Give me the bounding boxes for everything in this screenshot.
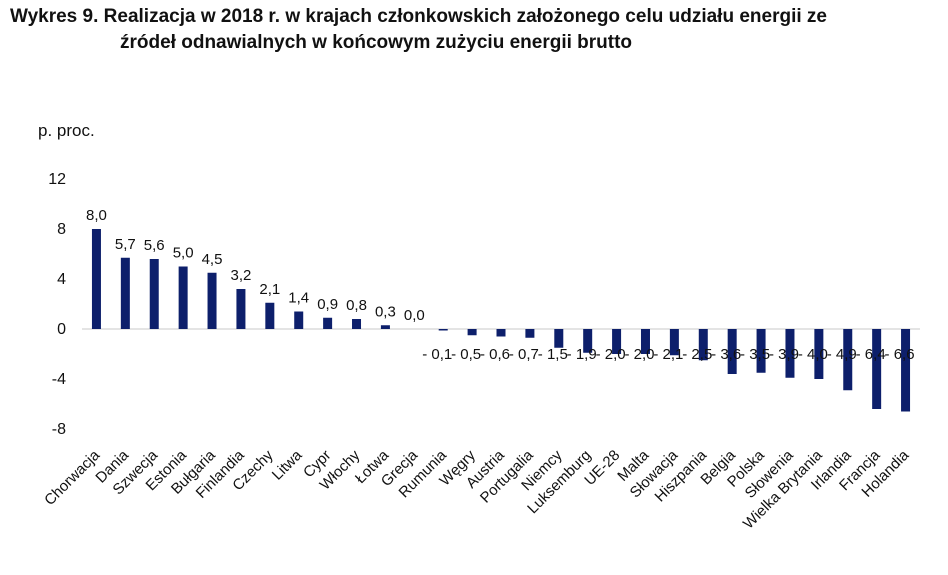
chart-title: Wykres 9. Realizacja w 2018 r. w krajach… xyxy=(10,4,940,56)
data-label: 0,3 xyxy=(375,303,396,320)
data-label: 4,5 xyxy=(202,251,223,268)
bar-15 xyxy=(525,329,535,338)
bar-2 xyxy=(149,259,159,329)
data-label: - 3,5 xyxy=(740,346,770,363)
category-label: Litwa xyxy=(269,446,306,483)
bar-27 xyxy=(872,329,882,409)
bars xyxy=(91,229,911,412)
data-label: - 2,0 xyxy=(624,346,654,363)
data-label: - 4,0 xyxy=(798,346,828,363)
data-label: - 1,5 xyxy=(538,346,568,363)
bar-7 xyxy=(294,311,304,329)
bar-16 xyxy=(554,329,564,348)
data-label: 0,9 xyxy=(317,296,338,313)
data-label: - 6,4 xyxy=(856,346,886,363)
bar-28 xyxy=(901,329,911,412)
data-label: 5,6 xyxy=(144,237,165,254)
data-label: - 0,6 xyxy=(480,346,510,363)
bar-9 xyxy=(352,319,362,329)
data-label: 2,1 xyxy=(259,281,280,298)
y-tick-label: 4 xyxy=(57,271,66,288)
bar-10 xyxy=(380,325,390,329)
data-label: 0,8 xyxy=(346,297,367,314)
data-label: - 2,1 xyxy=(653,346,683,363)
bar-18 xyxy=(612,329,622,354)
chart-title-line-1: Wykres 9. Realizacja w 2018 r. w krajach… xyxy=(10,6,827,27)
data-labels: 8,0 5,7 5,6 5,0 4,5 3,2 2,1 1,4 0,9 0,8 0,3 0,0 - 0,… xyxy=(86,207,915,363)
bar-23 xyxy=(756,329,766,373)
bar-26 xyxy=(843,329,853,391)
bar-24 xyxy=(785,329,795,378)
y-tick-label: 12 xyxy=(48,171,66,188)
bar-0 xyxy=(91,229,101,329)
data-label: 5,7 xyxy=(115,236,136,253)
bar-20 xyxy=(669,329,679,356)
bar-25 xyxy=(814,329,824,379)
data-label: - 0,1 xyxy=(422,346,452,363)
bar-13 xyxy=(467,329,477,336)
data-label: - 3,9 xyxy=(769,346,799,363)
y-tick-label: -4 xyxy=(52,371,66,388)
category-labels: ChorwacjaDaniaSzwecjaEstoniaBułgariaFinl… xyxy=(41,446,913,532)
y-axis-unit-label: p. proc. xyxy=(38,121,95,140)
y-tick-label: -8 xyxy=(52,421,66,438)
data-label: - 4,9 xyxy=(827,346,857,363)
data-label: 5,0 xyxy=(173,245,194,262)
data-label: - 3,6 xyxy=(711,346,741,363)
data-label: 0,0 xyxy=(404,307,425,324)
data-label: 8,0 xyxy=(86,207,107,224)
bar-1 xyxy=(120,257,130,329)
bar-17 xyxy=(583,329,593,353)
bar-4 xyxy=(207,272,217,329)
bar-12 xyxy=(438,329,448,331)
y-tick-label: 8 xyxy=(57,221,66,238)
data-label: - 0,7 xyxy=(509,346,539,363)
chart-title-line-2: źródeł odnawialnych w końcowym zużyciu e… xyxy=(120,32,633,53)
data-label: 1,4 xyxy=(288,290,309,307)
data-label: - 2,5 xyxy=(682,346,712,363)
bar-22 xyxy=(727,329,737,374)
data-label: 3,2 xyxy=(231,267,252,284)
bar-8 xyxy=(323,317,333,329)
bar-14 xyxy=(496,329,506,337)
y-tick-label: 0 xyxy=(57,321,66,338)
bar-3 xyxy=(178,266,188,329)
y-axis-ticks: -8 -4 0 4 8 12 xyxy=(48,171,66,438)
data-label: - 6,6 xyxy=(885,346,915,363)
data-label: - 1,9 xyxy=(567,346,597,363)
bar-6 xyxy=(265,302,275,329)
bar-21 xyxy=(698,329,708,361)
bar-19 xyxy=(640,329,650,354)
data-label: - 2,0 xyxy=(596,346,626,363)
data-label: - 0,5 xyxy=(451,346,481,363)
bar-5 xyxy=(236,289,246,329)
